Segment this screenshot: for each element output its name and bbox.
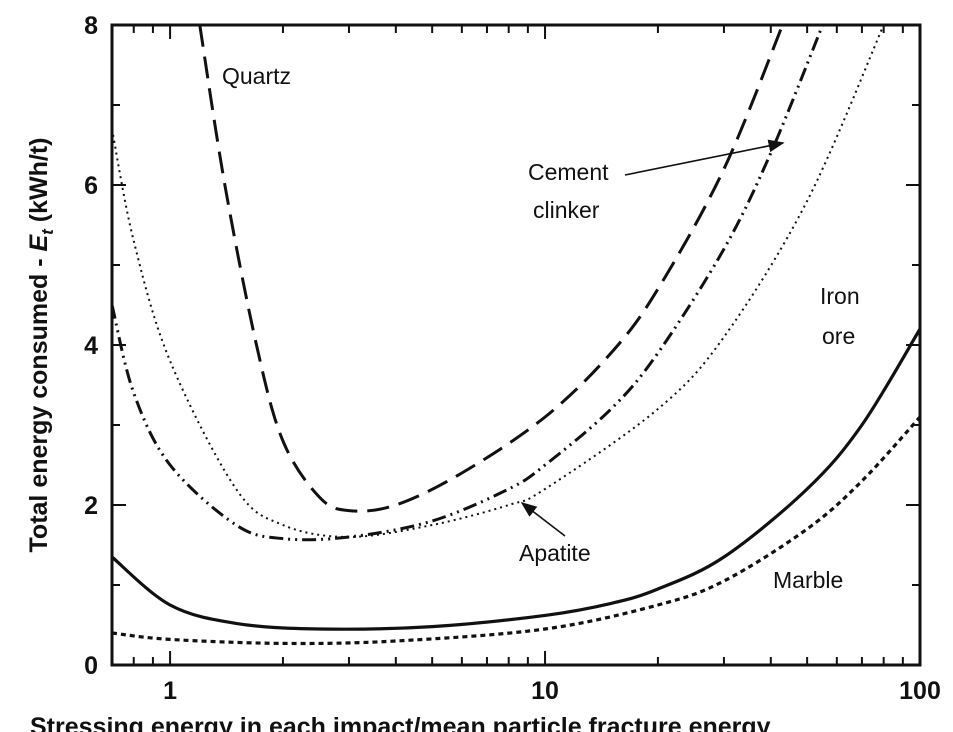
y-axis-label-main: Total energy consumed - [25, 252, 53, 553]
x-tick-label: 10 [531, 677, 559, 705]
y-tick-label: 6 [84, 172, 98, 200]
y-axis-label: Total energy consumed - Et (kWh/t) [25, 138, 57, 553]
y-tick-label: 2 [84, 492, 98, 520]
apatite-arrow [520, 502, 566, 537]
series-iron-ore [112, 328, 920, 631]
series-apatite [112, 25, 885, 539]
curves [112, 25, 920, 646]
y-tick-label: 0 [84, 652, 98, 680]
label-apatite: Apatite [519, 540, 591, 566]
label-cement: Cement [528, 159, 609, 185]
label-iron: Iron [820, 283, 860, 309]
label-ore: ore [822, 323, 855, 349]
y-axis-label-unit: (kWh/t) [25, 138, 53, 230]
x-tick-label: 1 [163, 677, 177, 705]
label-quartz: Quartz [222, 63, 291, 89]
tick-labels: 1 10 100 0 2 4 6 8 [84, 12, 941, 705]
y-tick-label: 4 [84, 332, 98, 360]
y-axis-label-symbol: E [25, 234, 53, 252]
series-cement-clinker [112, 25, 825, 542]
x-tick-label: 100 [899, 677, 941, 705]
series-marble [112, 415, 920, 646]
y-tick-label: 8 [84, 12, 98, 40]
label-marble: Marble [773, 567, 843, 593]
ticks [111, 24, 920, 666]
cement-arrow [624, 139, 785, 176]
series-quartz [198, 25, 784, 513]
x-axis-label: Stressing energy in each impact/mean par… [30, 713, 771, 732]
label-clinker: clinker [533, 197, 600, 223]
y-axis-label-subscript: t [38, 228, 57, 235]
